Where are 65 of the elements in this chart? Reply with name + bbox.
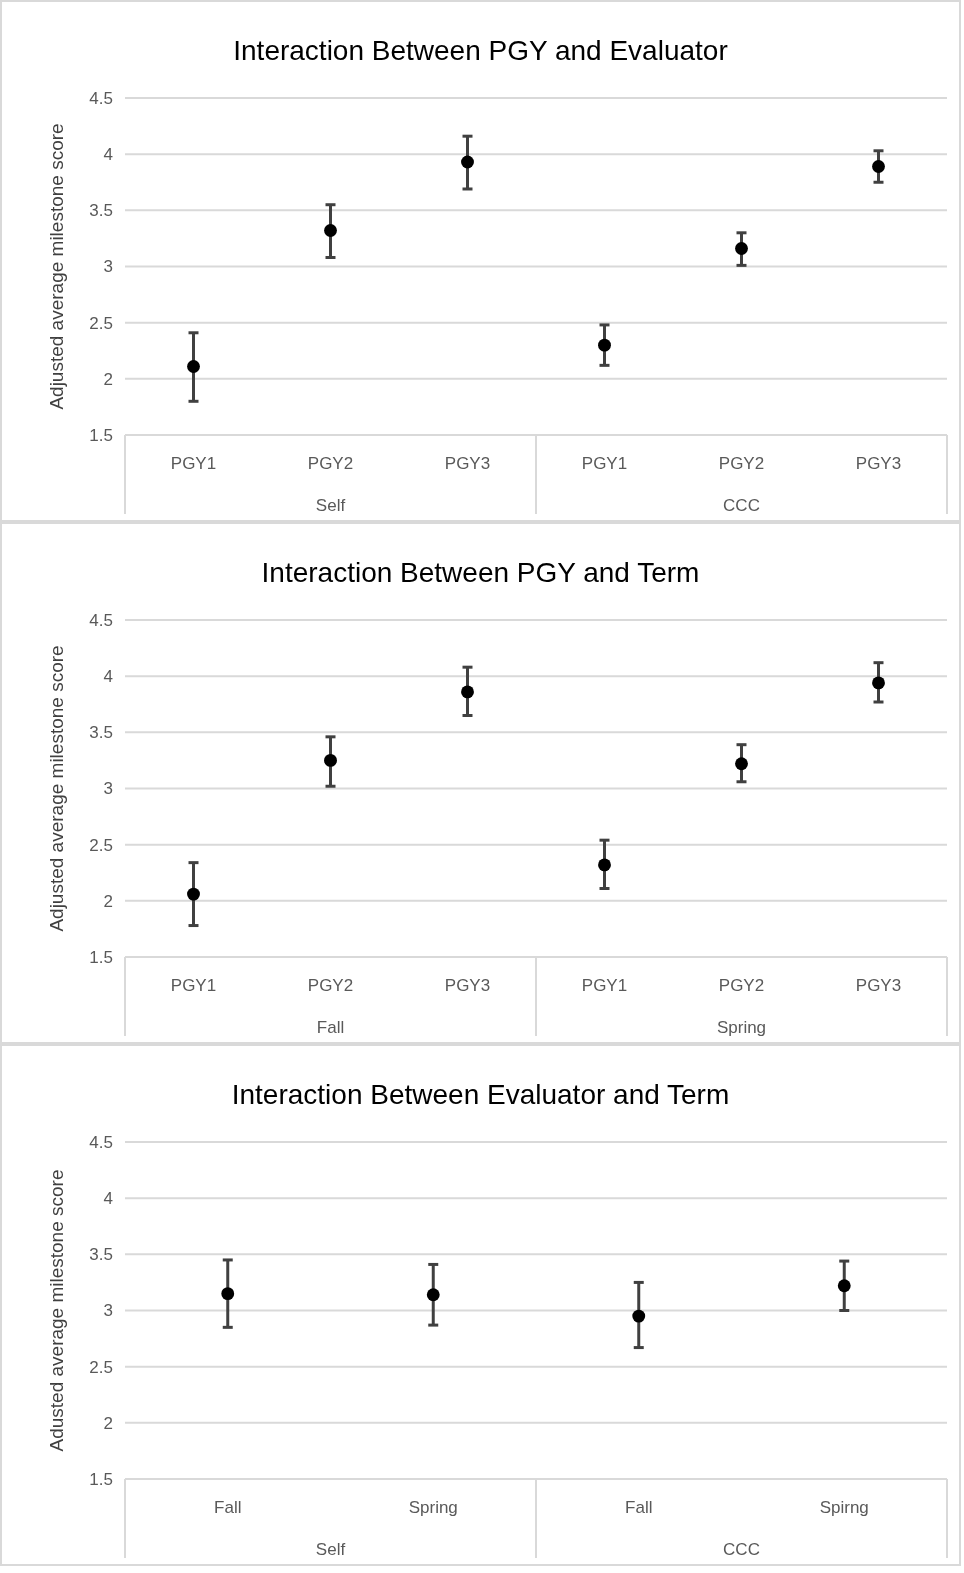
text: Spring: [716, 1018, 767, 1037]
x-tick-label: PGY1: [581, 976, 628, 995]
point: [187, 887, 200, 901]
y-tick-label: 1.5: [89, 1469, 113, 1489]
point: [735, 757, 748, 771]
point: [461, 155, 474, 169]
x-tick-label: PGY3: [444, 976, 491, 995]
point: [324, 224, 337, 237]
point: [872, 676, 885, 690]
point: [187, 360, 200, 373]
x-tick-label: Spirng: [819, 1498, 869, 1517]
y-tick-label: 4: [103, 667, 113, 687]
y-tick-label: 3.5: [89, 201, 113, 221]
y-tick-label: 1.5: [89, 947, 113, 967]
point: [598, 858, 611, 872]
x-tick-label: PGY3: [444, 454, 491, 473]
x-tick-label: Fall: [214, 1498, 242, 1517]
text: Self: [315, 496, 346, 515]
x-tick-label: PGY3: [855, 454, 902, 473]
x-tick-label: PGY1: [581, 454, 628, 473]
y-tick-label: 4.5: [89, 610, 113, 630]
chart-title: Interaction Between PGY and Term: [261, 557, 700, 588]
point: [837, 1279, 851, 1293]
point: [598, 338, 611, 352]
point: [221, 1287, 235, 1301]
x-tick-label: PGY2: [718, 454, 765, 473]
x-tick-label: PGY2: [307, 976, 354, 995]
chart-title: Interaction Between Evaluator and Term: [231, 1079, 730, 1110]
y-tick-label: 3: [103, 257, 113, 277]
point: [324, 754, 337, 767]
y-axis-title: Adjusted average milestone score: [46, 123, 67, 410]
text: CCC: [723, 1540, 760, 1559]
chart-title: Interaction Between PGY and Evaluator: [233, 35, 728, 66]
y-tick-label: 4: [103, 1189, 113, 1209]
y-tick-label: 4.5: [89, 88, 113, 108]
x-tick-label: PGY3: [855, 976, 902, 995]
y-tick-label: 2: [103, 1413, 113, 1433]
y-tick-label: 2.5: [89, 313, 113, 333]
point: [735, 242, 748, 255]
text: CCC: [723, 496, 760, 515]
x-tick-label: PGY2: [307, 454, 354, 473]
y-tick-label: 4: [103, 145, 113, 165]
y-tick-label: 4.5: [89, 1132, 113, 1152]
text: Fall: [316, 1018, 345, 1037]
point: [461, 685, 474, 699]
x-tick-label: PGY1: [170, 976, 217, 995]
y-tick-label: 2.5: [89, 835, 113, 855]
y-tick-label: 1.5: [89, 425, 113, 445]
point: [426, 1288, 440, 1302]
y-tick-label: 2.5: [89, 1357, 113, 1377]
x-tick-label: Spring: [408, 1498, 458, 1517]
y-axis-title: Adusted average milestone score: [46, 1169, 67, 1452]
y-tick-label: 3.5: [89, 1245, 113, 1265]
x-tick-label: PGY1: [170, 454, 217, 473]
y-tick-label: 2: [103, 369, 113, 389]
point: [872, 160, 885, 173]
x-tick-label: PGY2: [718, 976, 765, 995]
y-tick-label: 3: [103, 1301, 113, 1321]
text: Self: [315, 1540, 346, 1559]
point: [632, 1309, 646, 1323]
y-tick-label: 3.5: [89, 723, 113, 743]
y-tick-label: 2: [103, 891, 113, 911]
x-tick-label: Fall: [625, 1498, 653, 1517]
y-tick-label: 3: [103, 779, 113, 799]
y-axis-title: Adjusted average milestone score: [46, 645, 67, 932]
